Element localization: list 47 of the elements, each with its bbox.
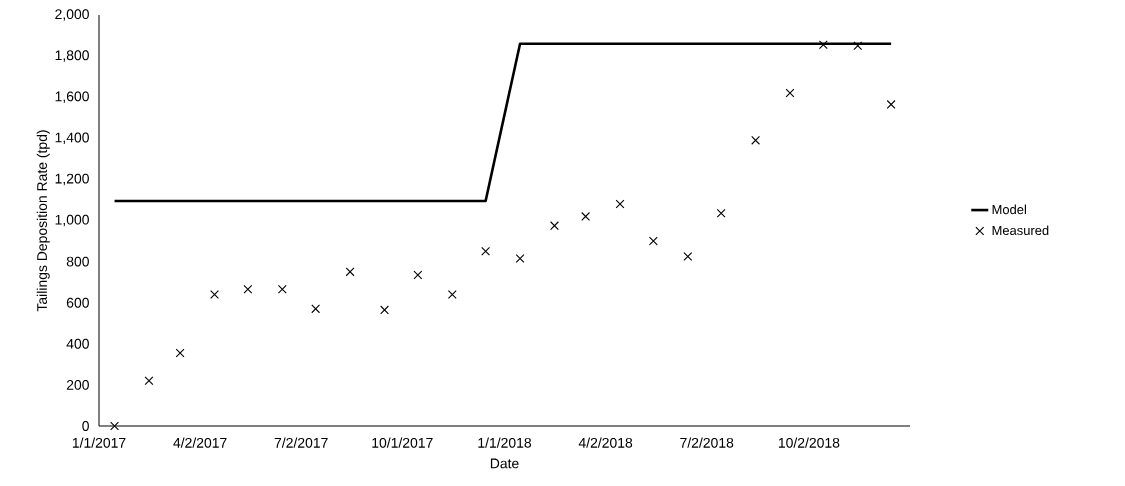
- point: [243, 284, 253, 294]
- point: [615, 199, 625, 209]
- point: [785, 88, 795, 98]
- y-tick-label: 1,000: [55, 214, 89, 227]
- point: [277, 284, 287, 294]
- x-tick-label: 10/2/2018: [778, 437, 840, 448]
- point: [886, 99, 896, 109]
- point: [648, 236, 658, 246]
- y-tick-label: 200: [66, 379, 89, 390]
- x-tick-label: 4/2/2017: [173, 437, 227, 448]
- y-tick-label: 800: [66, 256, 89, 267]
- point: [818, 40, 828, 50]
- point: [550, 221, 559, 231]
- y-axis-title: Tailings Deposition Rate (tpd): [36, 130, 50, 312]
- point: [683, 252, 693, 261]
- point: [853, 41, 863, 51]
- point: [751, 135, 761, 145]
- point: [380, 305, 389, 315]
- y-tick-label: 1,800: [55, 50, 89, 62]
- legend-label: Model: [992, 204, 1026, 215]
- point: [413, 270, 423, 280]
- point: [345, 267, 355, 277]
- point: [581, 211, 591, 221]
- y-tick-label: 1,400: [55, 132, 89, 145]
- point: [515, 254, 525, 263]
- y-tick-label: 1,600: [55, 91, 89, 103]
- y-tick-label: 1,200: [55, 173, 89, 186]
- legend-label: Measured: [992, 225, 1049, 235]
- point: [447, 290, 457, 299]
- x-tick-label: 1/1/2017: [72, 437, 126, 448]
- y-tick-label: 0: [82, 421, 89, 431]
- x-tick-label: 10/1/2017: [372, 437, 433, 448]
- x-tick-label: 7/2/2018: [680, 437, 734, 448]
- x-tick-label: 4/2/2018: [578, 437, 633, 448]
- x-tick-label: 7/2/2017: [274, 437, 328, 448]
- x-axis-title: Date: [490, 458, 519, 469]
- point: [210, 290, 219, 299]
- point: [716, 208, 726, 218]
- y-tick-label: 600: [66, 297, 89, 308]
- point: [110, 421, 119, 431]
- point: [144, 376, 154, 386]
- point: [481, 246, 491, 256]
- point: [175, 348, 185, 358]
- y-tick-label: 400: [66, 338, 89, 349]
- x-tick-label: 1/1/2018: [478, 437, 532, 448]
- point: [311, 304, 321, 314]
- y-tick-label: 2,000: [55, 9, 89, 21]
